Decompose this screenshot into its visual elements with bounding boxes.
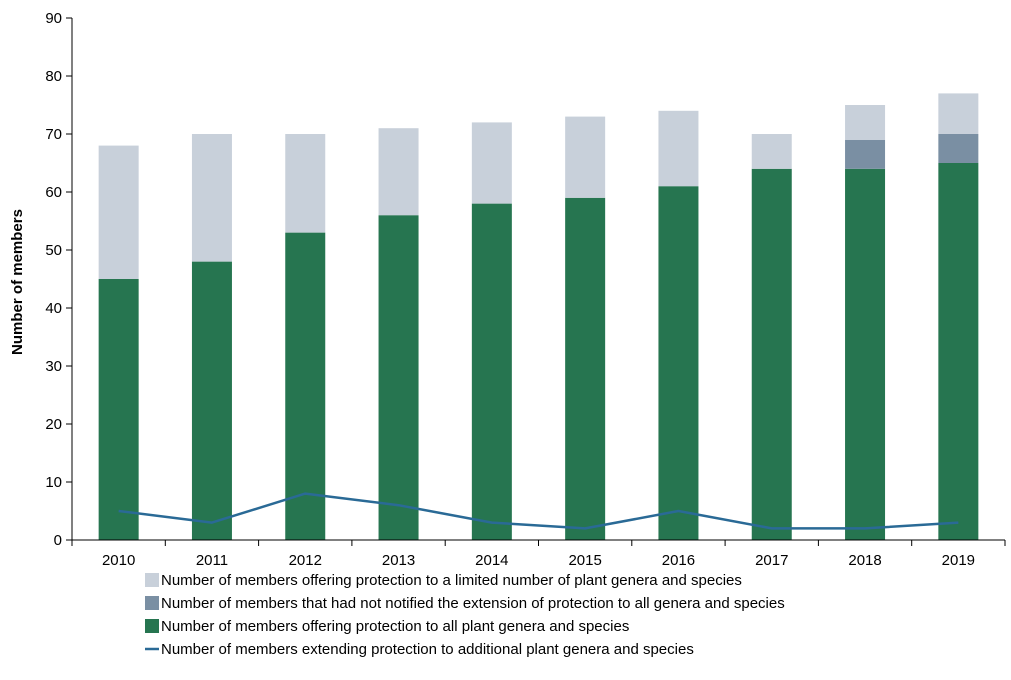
legend-swatch [145, 619, 159, 633]
y-tick-label: 90 [45, 10, 62, 27]
y-tick-label: 20 [45, 416, 62, 433]
bar-segment-2018-series-1 [845, 139, 886, 169]
x-tick-label: 2015 [568, 552, 601, 569]
x-tick-label: 2018 [848, 552, 881, 569]
bar-segment-2017-series-2 [751, 134, 792, 169]
y-tick-label: 30 [45, 358, 62, 375]
y-tick-label: 50 [45, 242, 62, 259]
bar-segment-2019-series-1 [938, 134, 979, 163]
legend-swatch [145, 573, 159, 587]
bar-segment-2013-series-2 [378, 128, 419, 216]
bar-segment-2015-series-0 [565, 197, 606, 541]
x-tick-label: 2016 [662, 552, 695, 569]
bar-segment-2016-series-2 [658, 110, 699, 187]
line-series-3 [118, 492, 959, 530]
legend-entry-label: Number of members offering protection to… [161, 572, 742, 589]
bar-segment-2011-series-0 [191, 261, 232, 540]
line-series-group [118, 492, 959, 530]
legend: Number of members offering protection to… [145, 572, 785, 658]
x-tick-label: 2019 [942, 552, 975, 569]
bar-segment-2016-series-0 [658, 186, 699, 540]
x-tick-label: 2012 [289, 552, 322, 569]
y-axis-title: Number of members [9, 209, 26, 355]
y-tick-label: 0 [54, 532, 62, 549]
bar-segment-2015-series-2 [565, 116, 606, 198]
y-tick-label: 70 [45, 126, 62, 143]
bar-segment-2017-series-0 [751, 168, 792, 541]
bar-segment-2014-series-2 [471, 122, 512, 204]
x-tick-label: 2011 [196, 552, 228, 569]
bar-segment-2018-series-0 [845, 168, 886, 541]
x-tick-label: 2010 [102, 552, 135, 569]
y-tick-label: 60 [45, 184, 62, 201]
x-tick-label: 2013 [382, 552, 415, 569]
y-tick-label: 80 [45, 68, 62, 85]
bar-segment-2010-series-0 [98, 279, 139, 540]
bar-segment-2010-series-2 [98, 145, 139, 279]
x-tick-label: 2017 [755, 552, 788, 569]
bar-segment-2012-series-0 [285, 232, 326, 540]
bars-group [98, 93, 979, 541]
bar-segment-2019-series-0 [938, 163, 979, 540]
legend-entry-label: Number of members that had not notified … [161, 595, 785, 612]
y-tick-label: 10 [45, 474, 62, 491]
legend-entry-label: Number of members offering protection to… [161, 618, 629, 635]
y-tick-label: 40 [45, 300, 62, 317]
y-axis-ticks: 0 10 20 30 40 50 60 70 80 90 [45, 10, 72, 549]
axes-group [71, 18, 1006, 546]
bar-segment-2018-series-2 [845, 105, 886, 140]
legend-swatch [145, 596, 159, 610]
x-tick-label: 2014 [475, 552, 508, 569]
x-axis-labels: 2010 2011 2012 2013 2014 2015 2016 2017 2018 2019 [102, 552, 975, 569]
bar-segment-2019-series-2 [938, 93, 979, 134]
bar-segment-2012-series-2 [285, 134, 326, 233]
bar-segment-2014-series-0 [471, 203, 512, 540]
legend-entry-label: Number of members extending protection t… [161, 641, 694, 658]
bar-segment-2011-series-2 [191, 134, 232, 262]
bar-segment-2013-series-0 [378, 215, 419, 540]
